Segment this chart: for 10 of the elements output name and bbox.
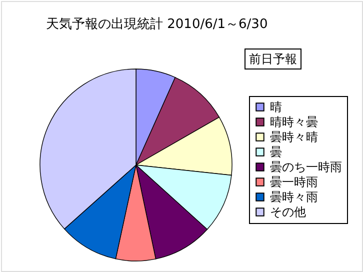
legend-label: その他	[270, 205, 306, 219]
legend-label: 晴時々曇	[270, 115, 318, 129]
legend-label: 曇一時雨	[270, 175, 318, 189]
legend-label: 曇時々雨	[270, 190, 318, 204]
text: 前日予報	[249, 52, 297, 66]
legend-label: 曇時々晴	[270, 130, 318, 144]
chart-title: 天気予報の出現統計 2010/6/1～6/30	[46, 17, 268, 32]
legend-label: 曇	[270, 145, 282, 159]
legend-label: 晴	[270, 100, 282, 114]
legend-label: 曇のち一時雨	[270, 160, 342, 174]
